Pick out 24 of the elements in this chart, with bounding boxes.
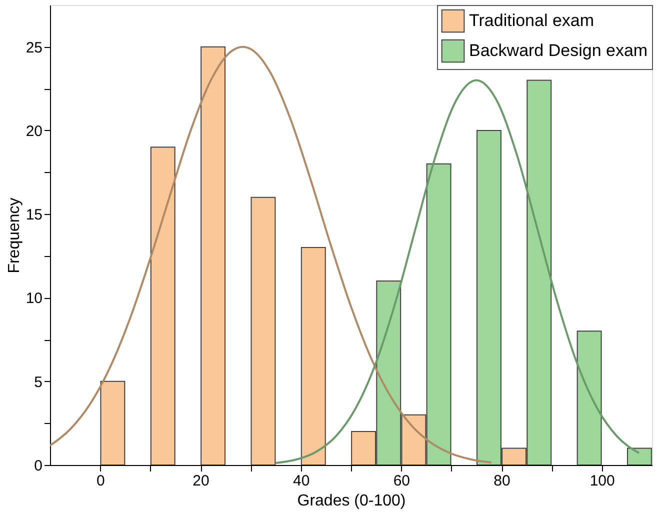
x-tick-label: 100 — [590, 472, 615, 490]
y-tick-label: 25 — [26, 39, 42, 56]
bar — [250, 196, 276, 465]
x-tick-label: 40 — [292, 472, 310, 490]
bar — [626, 448, 652, 465]
x-tick-label: 60 — [393, 472, 410, 490]
y-tick-label: 15 — [26, 206, 42, 224]
bar — [100, 380, 126, 465]
legend-label: Backward Design exam — [469, 41, 648, 60]
y-tick-label: 0 — [34, 458, 42, 474]
line-series — [274, 79, 640, 464]
bar — [150, 146, 176, 465]
legend-label: Traditional exam — [469, 11, 594, 30]
x-tick-label: 0 — [96, 472, 105, 490]
bar — [576, 330, 602, 465]
bar — [200, 46, 226, 465]
y-tick-label: 20 — [26, 122, 42, 140]
bar — [300, 247, 326, 465]
x-axis-title: Grades (0-100) — [297, 492, 406, 510]
x-tick-label: 20 — [192, 472, 210, 490]
y-tick-label: 10 — [26, 290, 42, 308]
x-tick-label: 80 — [494, 472, 510, 490]
y-tick-label: 5 — [34, 374, 42, 391]
y-axis-title: Frequency — [6, 198, 23, 274]
